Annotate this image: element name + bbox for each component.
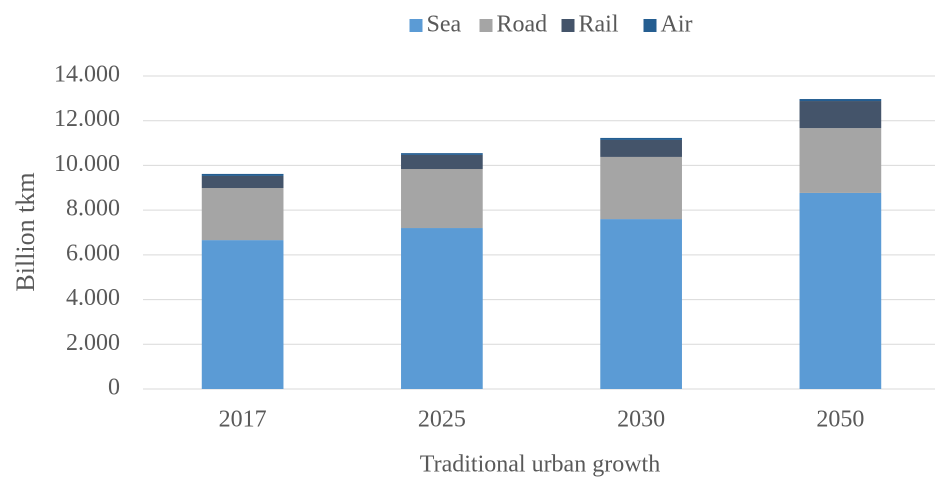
legend-swatch <box>561 19 575 32</box>
legend-label: Sea <box>427 12 462 38</box>
bar-segment <box>401 169 483 229</box>
bar-segment <box>401 154 483 170</box>
y-tick-label: 4.000 <box>66 285 120 311</box>
bar-segment <box>600 219 682 389</box>
y-tick-label: 14.000 <box>54 62 120 88</box>
legend-label: Road <box>497 12 548 38</box>
bar-segment <box>401 228 483 389</box>
bar-segment <box>799 101 882 129</box>
bar-segment <box>799 128 882 193</box>
x-tick-label: 2050 <box>816 407 864 433</box>
legend-label: Air <box>661 12 693 38</box>
legend-swatch <box>409 19 423 32</box>
bar-segment <box>600 156 682 220</box>
bar-segment <box>201 240 284 389</box>
x-tick-label: 2025 <box>418 407 466 433</box>
bar-segment <box>401 153 483 155</box>
y-axis-title: Billion tkm <box>11 172 40 291</box>
y-tick-label: 8.000 <box>66 196 120 222</box>
legend-label: Rail <box>579 12 619 38</box>
x-tick-label: 2017 <box>219 407 267 433</box>
y-tick-label: 10.000 <box>54 151 120 177</box>
legend-swatch <box>643 19 657 32</box>
y-tick-label: 0 <box>108 375 120 401</box>
x-axis-title: Traditional urban growth <box>420 452 660 478</box>
y-tick-label: 2.000 <box>66 330 120 356</box>
y-tick-label: 12.000 <box>54 106 120 132</box>
legend-swatch <box>479 19 493 32</box>
bar-segment <box>799 192 882 389</box>
bar-segment <box>201 173 284 176</box>
bar-segment <box>600 137 682 140</box>
bar-segment <box>201 188 284 241</box>
bar-segment <box>201 175 284 189</box>
bar-segment <box>600 139 682 157</box>
x-tick-label: 2030 <box>617 407 665 433</box>
y-tick-label: 6.000 <box>66 240 120 266</box>
bar-segment <box>799 99 882 102</box>
